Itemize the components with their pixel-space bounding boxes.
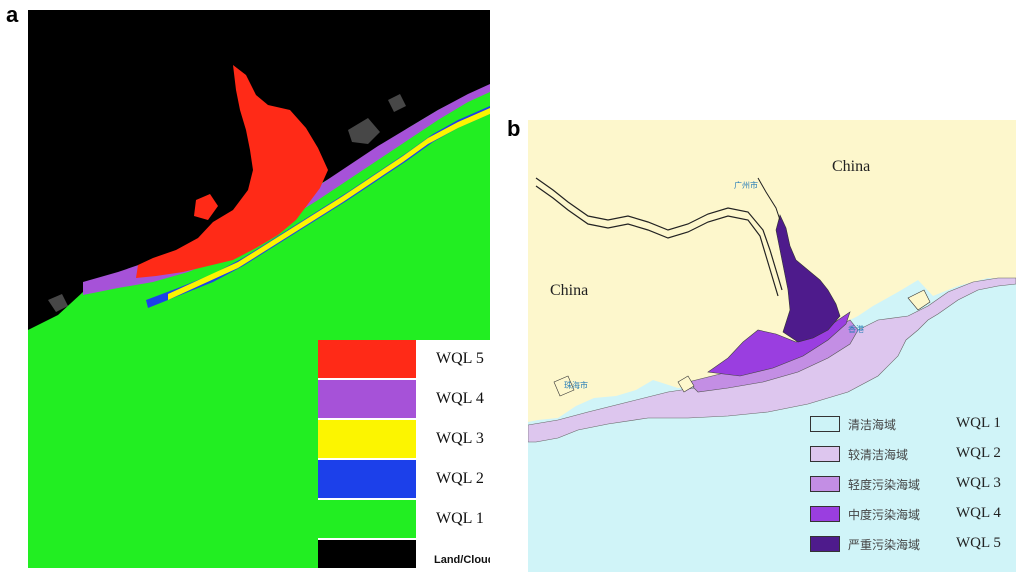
legend-a-label: WQL 3: [436, 430, 484, 447]
legend-b-swatch: [810, 536, 840, 552]
legend-a-item-wql1: WQL 1: [318, 500, 490, 538]
legend-a-label: WQL 5: [436, 350, 484, 367]
land-region: [528, 120, 1016, 422]
legend-a-label: WQL 2: [436, 470, 484, 487]
legend-b-level-label: WQL 5: [956, 535, 1001, 551]
legend-a-item-wql2: WQL 2: [318, 460, 490, 498]
wql4-zone: [707, 311, 851, 377]
place-label-zhuhai: 珠海市: [564, 381, 588, 390]
legend-b-cn-label: 轻度污染海域: [848, 478, 921, 492]
legend-a-swatch: [318, 540, 416, 568]
schematic-pollution-map: China China 广州市 香港 珠海市: [528, 120, 1016, 572]
legend-b-item-wql2: 较清洁海域 WQL 2: [808, 442, 1008, 466]
legend-a-swatch: [318, 420, 416, 458]
legend-b-cn-label: 严重污染海域: [848, 538, 921, 552]
legend-b-item-wql3: 轻度污染海域 WQL 3: [808, 472, 1008, 496]
wql4-coastal-band: [83, 84, 490, 295]
region-label-china-west: China: [550, 282, 589, 299]
legend-b-cn-label: 清洁海域: [848, 418, 897, 432]
wql5-estuary-region: [136, 65, 328, 278]
legend-a-swatch: [318, 460, 416, 498]
panel-label-a: a: [6, 2, 19, 27]
island: [553, 289, 931, 397]
region-label-china-east: China: [832, 158, 871, 175]
panel-label-b: b: [507, 116, 521, 141]
legend-b-swatch: [810, 476, 840, 492]
legend-b-item-wql1: 清洁海域 WQL 1: [808, 412, 1008, 436]
legend-a-swatch: [318, 380, 416, 418]
legend-a-label: Land/Clouds: [434, 554, 490, 566]
legend-a-swatch: [318, 500, 416, 538]
wql5-patch: [194, 194, 218, 220]
satellite-water-quality-map: WQL 5 WQL 4 WQL 3 WQL 2 WQL 1 Land/Cloud…: [28, 10, 490, 568]
legend-a-item-wql4: WQL 4: [318, 380, 490, 418]
legend-a-label: WQL 1: [436, 510, 484, 527]
river-branch: [757, 177, 781, 221]
pearl-river: [535, 177, 783, 291]
wql3-coastal-band: [168, 108, 490, 300]
legend-b-level-label: WQL 2: [956, 445, 1001, 461]
legend-b-cn-label: 较清洁海域: [848, 448, 909, 462]
legend-b-item-wql5: 严重污染海域 WQL 5: [808, 532, 1008, 556]
legend-b-level-label: WQL 1: [956, 415, 1001, 431]
place-label-hongkong: 香港: [848, 325, 864, 334]
legend-a-item-wql5: WQL 5: [318, 340, 490, 378]
wql5-zone: [775, 214, 841, 343]
schematic-map-graphic: [528, 120, 1016, 572]
legend-a-label: WQL 4: [436, 390, 484, 407]
legend-b-cn-label: 中度污染海域: [848, 508, 921, 522]
legend-b-level-label: WQL 3: [956, 475, 1001, 491]
legend-a-item-wql3: WQL 3: [318, 420, 490, 458]
place-label-guangzhou: 广州市: [734, 181, 758, 190]
panel-b-legend: 清洁海域 WQL 1 较清洁海域 WQL 2 轻度污染海域 WQL 3 中度污染…: [808, 412, 1008, 562]
legend-b-item-wql4: 中度污染海域 WQL 4: [808, 502, 1008, 526]
legend-b-swatch: [810, 446, 840, 462]
legend-a-item-land-clouds: Land/Clouds: [318, 540, 490, 568]
panel-a-legend: WQL 5 WQL 4 WQL 3 WQL 2 WQL 1 Land/Cloud…: [318, 340, 490, 568]
legend-a-swatch: [318, 340, 416, 378]
pearl-river: [535, 185, 779, 297]
legend-b-swatch: [810, 506, 840, 522]
legend-b-swatch: [810, 416, 840, 432]
legend-b-level-label: WQL 4: [956, 505, 1001, 521]
